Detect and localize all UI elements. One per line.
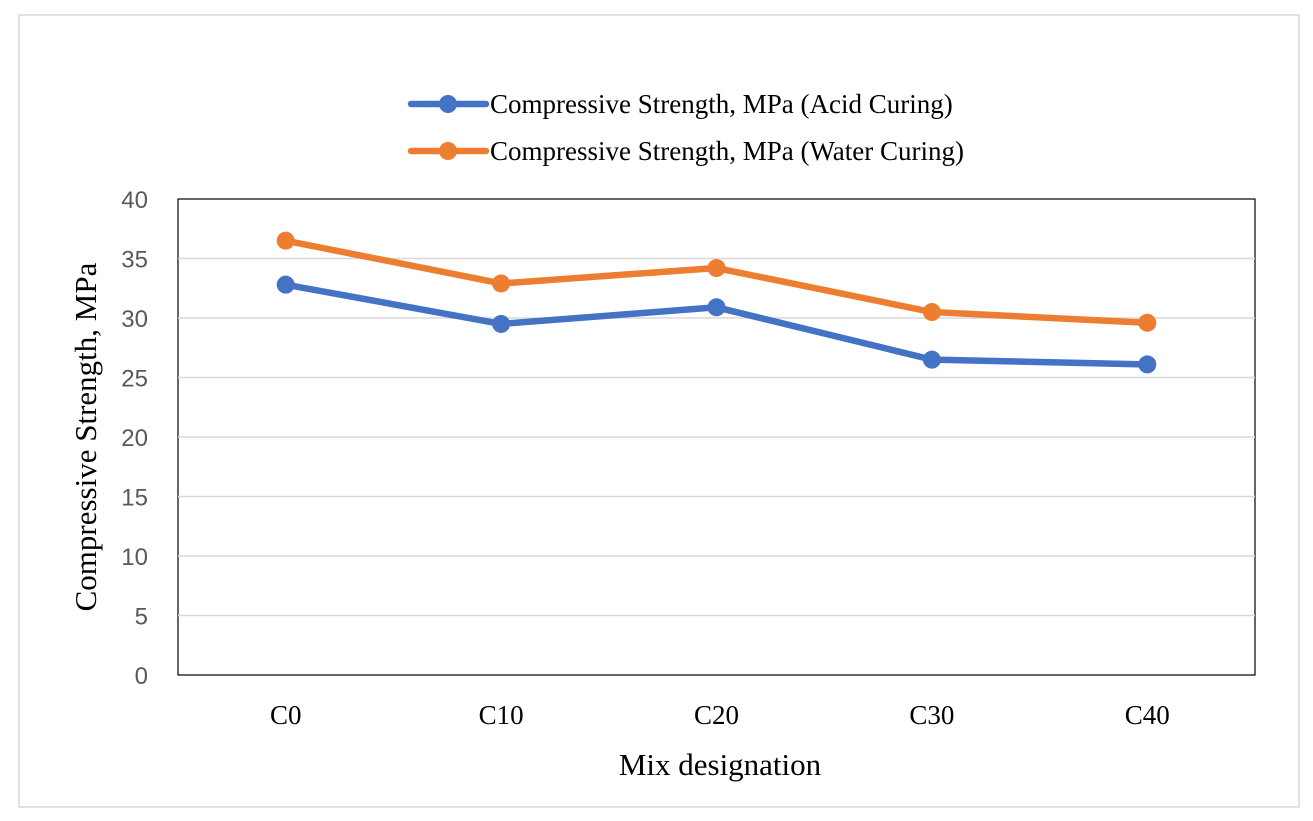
data-point: [707, 298, 726, 317]
x-tick-label: C0: [270, 700, 302, 730]
x-tick-label: C40: [1125, 700, 1170, 730]
y-tick-label: 15: [121, 485, 148, 512]
data-point: [1138, 355, 1157, 374]
x-axis-title: Mix designation: [619, 747, 822, 782]
x-tick-labels: C0 C10 C20 C30 C40: [270, 700, 1170, 730]
series-layer: [276, 231, 1157, 374]
data-point: [922, 350, 941, 369]
legend-label: Compressive Strength, MPa (Water Curing): [490, 136, 964, 166]
y-tick-label: 30: [121, 306, 148, 333]
y-tick-label: 25: [121, 366, 148, 393]
y-tick-label: 20: [121, 425, 148, 452]
data-point: [707, 259, 726, 278]
data-point: [276, 275, 295, 294]
series-group: [276, 275, 1157, 374]
y-tick-label: 40: [121, 187, 148, 214]
legend-marker: [439, 95, 457, 113]
data-point: [492, 314, 511, 333]
y-tick-label: 0: [135, 663, 148, 690]
series-group: [276, 231, 1157, 332]
legend: Compressive Strength, MPa (Acid Curing) C…: [407, 89, 964, 166]
y-axis-title: Compressive Strength, MPa: [68, 262, 103, 611]
legend-label: Compressive Strength, MPa (Acid Curing): [490, 89, 953, 119]
x-tick-label: C20: [694, 700, 739, 730]
legend-marker: [439, 142, 457, 160]
y-tick-labels: 0 5 10 15 20 25 30 35 40: [121, 187, 148, 690]
gridlines: [178, 257, 1255, 617]
data-point: [1138, 313, 1157, 332]
y-tick-label: 35: [121, 247, 148, 274]
data-point: [276, 231, 295, 250]
x-tick-label: C10: [479, 700, 524, 730]
data-point: [922, 303, 941, 322]
x-tick-label: C30: [909, 700, 954, 730]
y-tick-label: 5: [135, 604, 148, 631]
data-point: [492, 274, 511, 293]
y-tick-label: 10: [121, 544, 148, 571]
